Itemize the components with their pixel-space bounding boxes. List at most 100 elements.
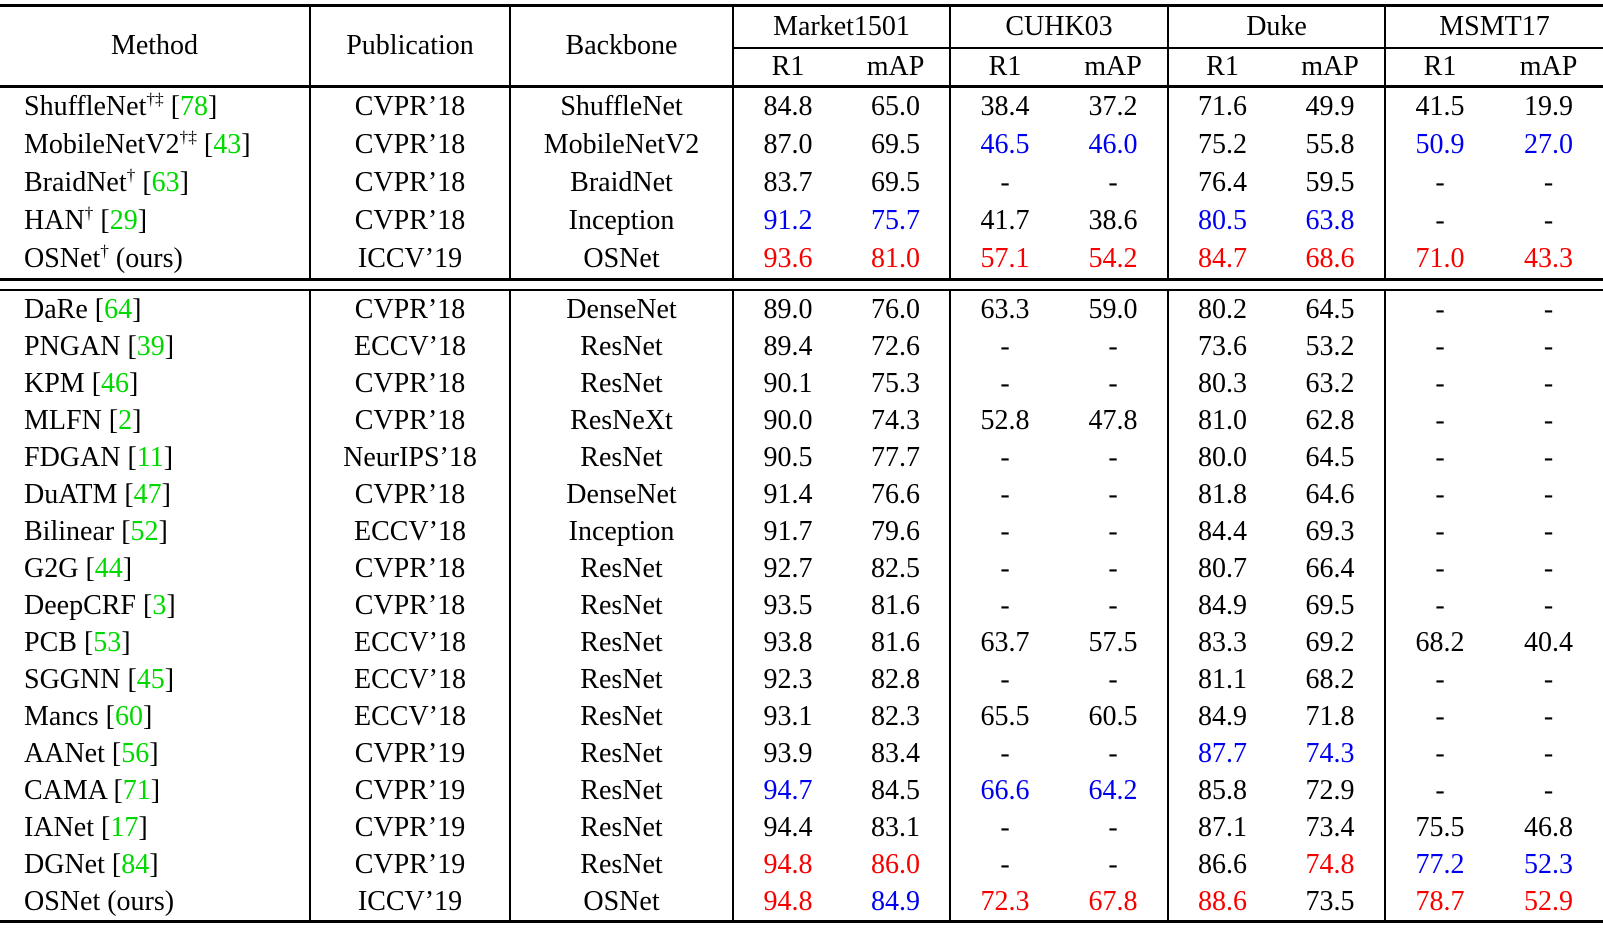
- publication-cell: NeurIPS’18: [310, 439, 511, 476]
- method-name: AANet: [24, 737, 105, 769]
- metric-value: 68.2: [1415, 626, 1465, 658]
- citation-bracket-close: ]: [164, 330, 175, 362]
- metric-value: 87.1: [1198, 811, 1248, 843]
- publication-cell: CVPR’18: [310, 550, 511, 587]
- citation-link[interactable]: 78: [180, 91, 209, 122]
- citation-bracket-close: ]: [142, 700, 153, 732]
- metric-value: 74.3: [1276, 735, 1387, 772]
- citation-link[interactable]: 64: [104, 293, 133, 325]
- citation-link[interactable]: 63: [151, 167, 180, 198]
- metric-value: -: [1435, 293, 1445, 325]
- publication-cell: ECCV’18: [310, 624, 511, 661]
- table-row: BraidNet† [63] CVPR’18 BraidNet 83.7 69.5- -7…: [0, 164, 1603, 202]
- header-row-metrics: R1 mAP R1 mAP R1 mAP R1 mAP: [0, 48, 1603, 88]
- method-name: G2G: [24, 552, 79, 584]
- citation-bracket-close: ]: [208, 91, 218, 122]
- metric-value: 63.8: [1276, 202, 1387, 240]
- group-header-cuhk03: CUHK03: [950, 4, 1170, 49]
- citation-link[interactable]: 44: [94, 552, 123, 584]
- metric-value: 76.6: [842, 476, 952, 513]
- metric-value: 93.5: [763, 589, 813, 621]
- citation-link[interactable]: 3: [152, 589, 167, 621]
- metric-value: 93.8: [763, 626, 813, 658]
- metric-value: 76.0: [842, 290, 952, 328]
- publication-cell: CVPR’18: [310, 164, 511, 202]
- publication-cell: CVPR’19: [310, 846, 511, 883]
- metric-value: 63.3: [980, 293, 1030, 325]
- metric-value: 80.0: [1198, 441, 1248, 473]
- citation-bracket-open: [: [106, 774, 123, 806]
- metric-value: 88.6: [1168, 883, 1277, 923]
- citation-bracket-close: ]: [121, 626, 131, 658]
- metric-value: -: [1435, 167, 1445, 198]
- method-cell: AANet [56]: [0, 735, 311, 772]
- method-superscript: †: [100, 241, 109, 261]
- metric-value: -: [1000, 167, 1010, 198]
- metric-value: -: [1435, 205, 1445, 236]
- metric-value: 68.2: [1276, 661, 1387, 698]
- metric-value: 92.7: [763, 552, 813, 584]
- method-superscript: †‡: [146, 89, 164, 109]
- method-name: CAMA: [24, 774, 107, 806]
- backbone-cell: DenseNet: [510, 476, 734, 513]
- method-name: MLFN: [24, 404, 102, 436]
- metric-value: 91.4: [763, 478, 813, 510]
- metric-value: -: [1543, 441, 1554, 473]
- table-row: FDGAN [11] NeurIPS’18 ResNet 90.5 77.7- -80.0…: [0, 439, 1603, 476]
- citation-link[interactable]: 47: [133, 478, 162, 510]
- metric-value: 38.4: [980, 91, 1030, 122]
- backbone-cell: ResNet: [510, 624, 734, 661]
- metric-value: -: [1435, 515, 1445, 547]
- citation-link[interactable]: 71: [122, 774, 151, 806]
- backbone-cell: ShuffleNet: [510, 86, 734, 126]
- metric-value: -: [1000, 737, 1010, 769]
- citation-link[interactable]: 17: [110, 811, 139, 843]
- metric-value: -: [1543, 167, 1554, 198]
- metric-value: 80.5: [1198, 205, 1248, 236]
- citation-link[interactable]: 45: [136, 663, 165, 695]
- citation-bracket-open: [: [135, 167, 152, 198]
- method-name: DuATM: [24, 478, 118, 510]
- metric-value: -: [1000, 589, 1010, 621]
- table-head: Method Publication Backbone Market1501 CUHK0…: [0, 4, 1603, 88]
- metric-value: -: [1435, 478, 1445, 510]
- method-name: ShuffleNet: [24, 91, 147, 122]
- group-header-msmt17: MSMT17: [1385, 4, 1603, 49]
- citation-link[interactable]: 56: [121, 737, 150, 769]
- metric-value: 87.7: [1198, 737, 1248, 769]
- publication-cell: CVPR’18: [310, 126, 511, 164]
- metric-value: 43.3: [1524, 243, 1574, 274]
- citation-link[interactable]: 39: [136, 330, 165, 362]
- table-row: IANet [17] CVPR’19 ResNet 94.4 83.1- -87.1 73.…: [0, 809, 1603, 846]
- metric-value: 83.7: [763, 167, 813, 198]
- citation-bracket-close: ]: [132, 293, 142, 325]
- metric-value: -: [1435, 441, 1445, 473]
- metric-value: 84.9: [842, 883, 952, 923]
- header-row-groups: Method Publication Backbone Market1501 CUHK0…: [0, 4, 1603, 88]
- citation-bracket-open: [: [120, 663, 137, 695]
- citation-link[interactable]: 11: [136, 441, 164, 473]
- metric-value: -: [1000, 663, 1010, 695]
- metric-value: 64.5: [1276, 290, 1387, 328]
- method-note: (ours): [100, 885, 175, 917]
- col-header-publication: Publication: [310, 4, 511, 88]
- citation-bracket-open: [: [196, 129, 214, 160]
- method-superscript: †: [84, 203, 94, 223]
- citation-link[interactable]: 52: [130, 515, 159, 547]
- group-header-duke: Duke: [1168, 4, 1387, 49]
- method-cell: OSNet† (ours): [0, 240, 311, 280]
- table-row: OSNet (ours) ICCV’19 OSNet 94.8 84.9 72.3 67.8…: [0, 883, 1603, 923]
- metric-value: 86.6: [1198, 848, 1248, 880]
- citation-link[interactable]: 84: [121, 848, 150, 880]
- citation-link[interactable]: 43: [213, 129, 242, 160]
- citation-link[interactable]: 60: [114, 700, 143, 732]
- citation-link[interactable]: 29: [109, 205, 138, 236]
- citation-bracket-close: ]: [132, 404, 142, 436]
- table-row: PCB [53] ECCV’18 ResNet 93.8 81.6 63.7 57.5 83.…: [0, 624, 1603, 661]
- citation-link[interactable]: 53: [93, 626, 122, 658]
- citation-link[interactable]: 2: [118, 404, 133, 436]
- metric-value: 66.4: [1276, 550, 1387, 587]
- metric-value: 63.7: [980, 626, 1030, 658]
- method-cell: Mancs [60]: [0, 698, 311, 735]
- citation-link[interactable]: 46: [101, 367, 130, 399]
